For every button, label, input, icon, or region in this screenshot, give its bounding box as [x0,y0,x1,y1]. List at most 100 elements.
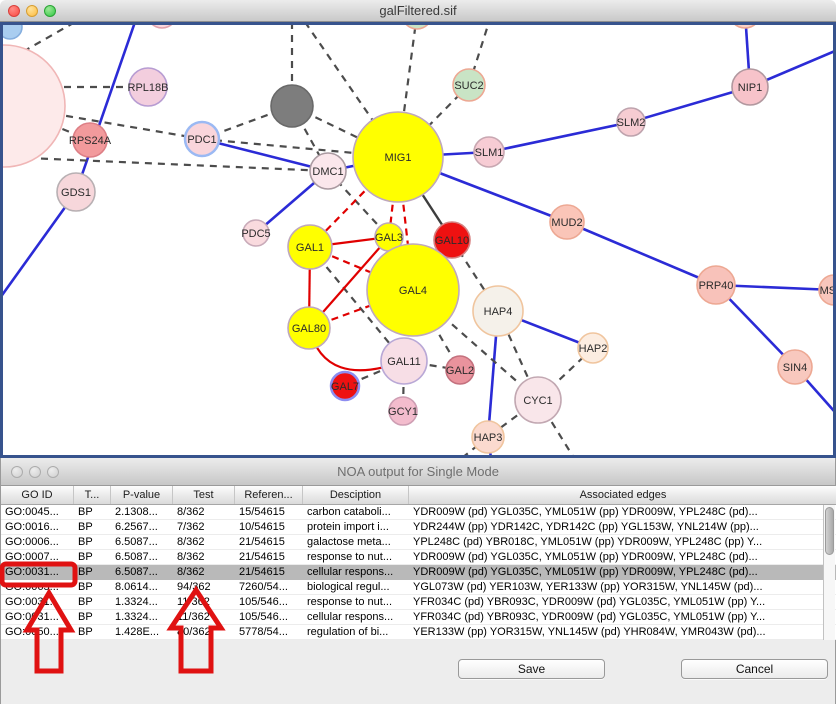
table-row[interactable]: GO:0050... BP 1.428E... 80/362 5778/54... reg… [1,625,836,640]
table-row[interactable]: GO:0007... BP 6.5087... 8/362 21/54615 respon… [1,550,836,565]
cell-test: 11/362 [177,611,210,623]
cell-p-value: 6.2567... [115,521,158,533]
node-GAL7[interactable] [329,370,361,402]
results-table: GO:0045... BP 2.1308... 8/362 15/54615 carbon… [1,505,836,640]
cell-description: galactose meta... [307,536,391,548]
edge-dash [201,137,399,159]
save-button[interactable]: Save [458,659,605,679]
node-SLM1[interactable] [473,136,505,168]
cell-reference: 105/546... [239,611,288,623]
table-row[interactable]: GO:0065... BP 8.0614... 94/362 7260/54... bio… [1,580,836,595]
minimize-button[interactable] [29,466,41,478]
network-canvas[interactable]: RPL18BRPS24AGDS1PDC1DMC1PDC5MIG1SUC2SLM1… [0,22,836,458]
node-unlabeled[interactable] [402,22,432,30]
cell-associated-edges: YFR034C (pd) YBR093C, YDR009W (pd) YGL03… [413,611,766,623]
cell-associated-edges: YGL073W (pd) YER103W, YER133W (pp) YOR31… [413,581,763,593]
noa-output-window: NOA output for Single Mode GO ID T... P-va… [0,458,836,704]
node-GAL11[interactable] [380,337,428,385]
column-header-3[interactable]: Test [173,486,235,504]
cell-reference: 105/546... [239,596,288,608]
column-header-6[interactable]: Associated edges [579,489,667,501]
close-button[interactable] [8,5,20,17]
cancel-button[interactable]: Cancel [681,659,828,679]
node-GAL4[interactable] [366,243,460,337]
cell-p-value: 1.428E... [115,626,160,638]
edge-dash [309,246,405,362]
cell-go-id: GO:0006... [5,536,59,548]
cell-description: response to nut... [307,551,392,563]
node-MUD2[interactable] [549,204,585,240]
column-header-2[interactable]: P-value [111,486,173,504]
table-row[interactable]: GO:0006... BP 6.5087... 8/362 21/54615 galact… [1,535,836,550]
cell-description: response to nut... [307,596,392,608]
cell-p-value: 6.5087... [115,566,158,578]
cell-type: BP [78,581,93,593]
node-PRP40[interactable] [696,265,736,305]
noa-window-title: NOA output for Single Mode [337,464,499,479]
cell-test: 7/362 [177,521,205,533]
node-unlabeled[interactable] [0,22,23,40]
zoom-button[interactable] [44,5,56,17]
node-SUC2[interactable] [452,68,486,102]
cell-p-value: 1.3324... [115,611,158,623]
column-header-4[interactable]: Referen... [235,486,303,504]
table-row[interactable]: GO:0031... BP 6.5087... 8/362 21/54615 cellul… [1,565,836,580]
column-header-0[interactable]: GO ID [1,486,74,504]
cell-p-value: 8.0614... [115,581,158,593]
cell-test: 8/362 [177,551,205,563]
cell-reference: 15/54615 [239,506,285,518]
minimize-button[interactable] [26,5,38,17]
cell-type: BP [78,521,93,533]
zoom-button[interactable] [47,466,59,478]
node-GAL80[interactable] [287,306,331,350]
cell-associated-edges: YDR009W (pd) YGL035C, YML051W (pp) YDR00… [413,551,758,563]
table-row[interactable]: GO:0016... BP 6.2567... 7/362 10/54615 protei… [1,520,836,535]
node-unlabeled[interactable] [729,22,761,29]
table-row[interactable]: GO:0031... BP 1.3324... 11/362 105/546... res… [1,595,836,610]
node-SIN4[interactable] [777,349,813,385]
table-row[interactable]: GO:0031... BP 1.3324... 11/362 105/546... cel… [1,610,836,625]
node-GDS1[interactable] [56,172,96,212]
column-header-5[interactable]: Desciption [303,486,409,504]
node-GAL1[interactable] [287,224,333,270]
cell-go-id: GO:0007... [5,551,59,563]
cell-associated-edges: YER133W (pp) YOR315W, YNL145W (pd) YHR08… [413,626,766,638]
node-GAL2[interactable] [445,355,475,385]
edge-dash [467,22,491,86]
cell-reference: 5778/54... [239,626,288,638]
table-row[interactable]: GO:0045... BP 2.1308... 8/362 15/54615 carbon… [1,505,836,520]
node-unlabeled[interactable] [270,84,314,128]
node-GAL10[interactable] [433,221,471,259]
node-GCY1[interactable] [388,396,418,426]
node-unlabeled[interactable] [0,44,66,168]
node-RPL18B[interactable] [128,67,168,107]
node-unlabeled[interactable] [147,22,177,29]
cell-type: BP [78,506,93,518]
node-MIG1[interactable] [352,111,444,203]
viewer-window-title: galFiltered.sif [379,3,457,18]
close-button[interactable] [11,466,23,478]
node-CYC1[interactable] [514,376,562,424]
node-PDC1[interactable] [183,120,221,158]
node-HAP2[interactable] [577,332,609,364]
cell-p-value: 6.5087... [115,536,158,548]
cell-type: BP [78,626,93,638]
cell-reference: 21/54615 [239,551,285,563]
node-DMC1[interactable] [309,152,347,190]
node-PDC5[interactable] [242,219,270,247]
cell-go-id: GO:0031... [5,611,59,623]
node-RPS24A[interactable] [72,122,108,158]
noa-titlebar: NOA output for Single Mode [1,458,835,486]
cell-associated-edges: YDR009W (pd) YGL035C, YML051W (pp) YDR00… [413,506,758,518]
node-NIP1[interactable] [731,68,769,106]
scrollbar-thumb[interactable] [825,507,834,555]
vertical-scrollbar[interactable] [823,505,835,640]
node-HAP4[interactable] [472,285,524,337]
node-SLM2[interactable] [616,107,646,137]
node-MSL1[interactable] [818,274,836,306]
cell-associated-edges: YFR034C (pd) YBR093C, YDR009W (pd) YGL03… [413,596,766,608]
cell-go-id: GO:0045... [5,506,59,518]
cell-test: 8/362 [177,566,205,578]
node-HAP3[interactable] [471,420,505,454]
column-header-1[interactable]: T... [74,486,111,504]
